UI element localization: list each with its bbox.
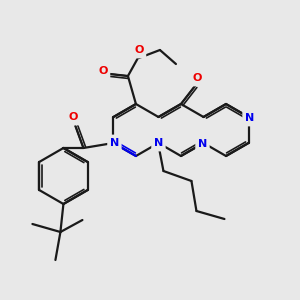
Text: O: O (68, 110, 80, 124)
Text: O: O (134, 45, 144, 55)
Text: N: N (198, 139, 207, 149)
Text: O: O (69, 112, 78, 122)
Text: N: N (109, 136, 120, 150)
Text: N: N (153, 136, 164, 150)
Text: N: N (245, 113, 254, 123)
Text: N: N (110, 138, 119, 148)
Text: O: O (98, 66, 108, 76)
Text: O: O (133, 43, 145, 57)
Text: O: O (97, 64, 109, 78)
Text: O: O (191, 71, 203, 85)
Text: N: N (197, 137, 208, 151)
Text: N: N (244, 111, 255, 125)
Text: N: N (154, 138, 163, 148)
Text: O: O (192, 73, 202, 83)
